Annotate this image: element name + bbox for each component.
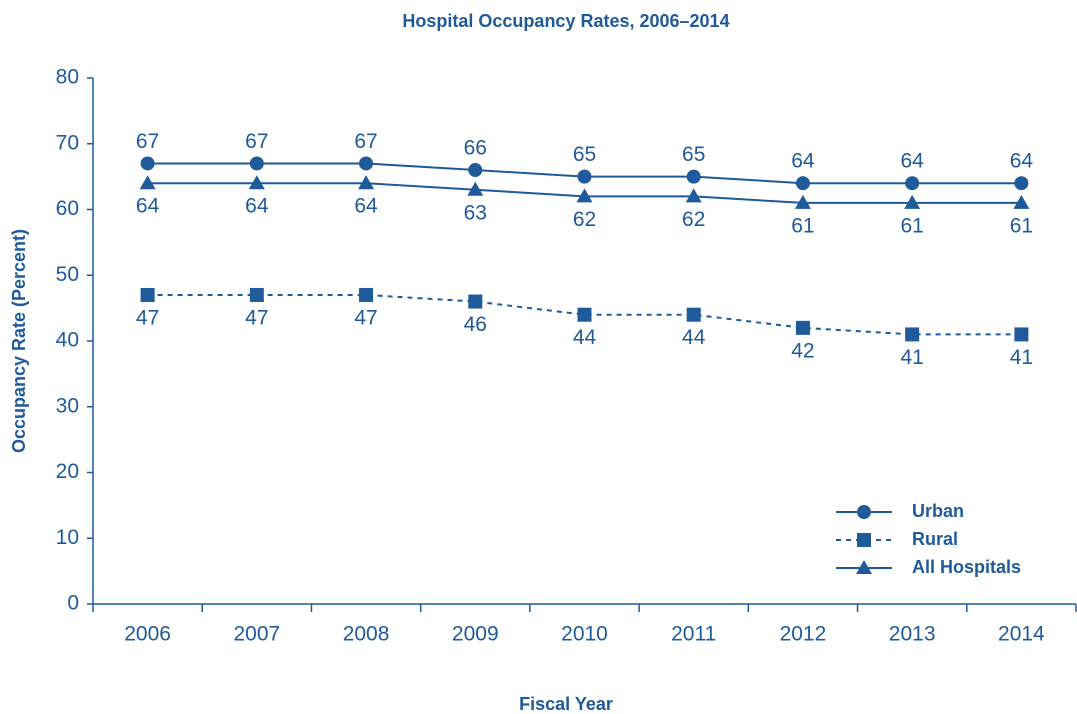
y-tick-label: 80	[56, 66, 79, 89]
y-tick-label: 0	[67, 592, 79, 615]
point	[468, 163, 483, 178]
data-label: 61	[1010, 214, 1033, 237]
y-tick-label: 30	[56, 394, 79, 417]
x-tick-label: 2014	[998, 623, 1045, 646]
point	[140, 156, 155, 171]
y-axis-label: Occupancy Rate (Percent)	[9, 229, 29, 453]
legend-label: Urban	[912, 501, 964, 521]
point	[686, 307, 701, 322]
point	[140, 287, 155, 302]
point	[905, 327, 920, 342]
data-label: 41	[900, 346, 923, 369]
x-tick-label: 2011	[671, 623, 716, 646]
data-label: 66	[464, 137, 487, 160]
point	[1014, 176, 1029, 191]
y-tick-label: 50	[56, 263, 79, 286]
point	[359, 156, 374, 171]
data-label: 62	[682, 208, 705, 231]
legend-marker	[857, 505, 871, 519]
legend-marker	[856, 560, 872, 574]
y-tick-label: 40	[56, 329, 79, 352]
data-label: 42	[791, 339, 814, 362]
x-tick-label: 2008	[343, 623, 390, 646]
point	[1013, 194, 1030, 209]
y-tick-label: 60	[56, 197, 79, 220]
x-tick-label: 2006	[124, 623, 171, 646]
point	[249, 287, 264, 302]
data-label: 67	[136, 130, 159, 153]
point	[686, 169, 701, 184]
data-label: 46	[464, 313, 487, 336]
point	[685, 188, 702, 203]
data-label: 67	[354, 130, 377, 153]
x-tick-label: 2009	[452, 623, 499, 646]
point	[577, 169, 592, 184]
data-label: 65	[573, 143, 596, 166]
point	[467, 181, 484, 196]
x-tick-label: 2013	[889, 623, 936, 646]
point	[577, 307, 592, 322]
point	[358, 175, 375, 190]
legend-marker	[857, 533, 871, 547]
data-label: 64	[136, 195, 160, 218]
data-label: 47	[136, 307, 159, 330]
data-label: 67	[245, 130, 268, 153]
data-label: 47	[354, 307, 377, 330]
data-label: 65	[682, 143, 705, 166]
legend-label: Rural	[912, 529, 958, 549]
point	[795, 176, 810, 191]
data-label: 64	[1010, 150, 1034, 173]
x-tick-label: 2007	[233, 623, 280, 646]
y-tick-label: 10	[56, 526, 79, 549]
data-label: 64	[245, 195, 269, 218]
point	[576, 188, 593, 203]
x-axis-label: Fiscal Year	[519, 694, 613, 714]
chart-title: Hospital Occupancy Rates, 2006–2014	[402, 11, 729, 31]
legend-label: All Hospitals	[912, 557, 1021, 577]
point	[248, 175, 265, 190]
x-tick-label: 2012	[780, 623, 827, 646]
point	[249, 156, 264, 171]
point	[1014, 327, 1029, 342]
data-label: 44	[573, 326, 597, 349]
data-label: 64	[791, 150, 815, 173]
data-label: 44	[682, 326, 706, 349]
y-tick-label: 70	[56, 131, 79, 154]
y-tick-label: 20	[56, 460, 79, 483]
data-label: 63	[464, 201, 487, 224]
point	[359, 287, 374, 302]
point	[904, 194, 921, 209]
data-label: 47	[245, 307, 268, 330]
point	[795, 320, 810, 335]
point	[905, 176, 920, 191]
point	[794, 194, 811, 209]
data-label: 61	[791, 214, 814, 237]
data-label: 41	[1010, 346, 1033, 369]
x-tick-label: 2010	[561, 623, 608, 646]
point	[139, 175, 156, 190]
data-label: 64	[354, 195, 378, 218]
series-line	[147, 293, 1022, 336]
data-label: 61	[900, 214, 923, 237]
point	[468, 294, 483, 309]
data-label: 64	[900, 150, 924, 173]
data-label: 62	[573, 208, 596, 231]
